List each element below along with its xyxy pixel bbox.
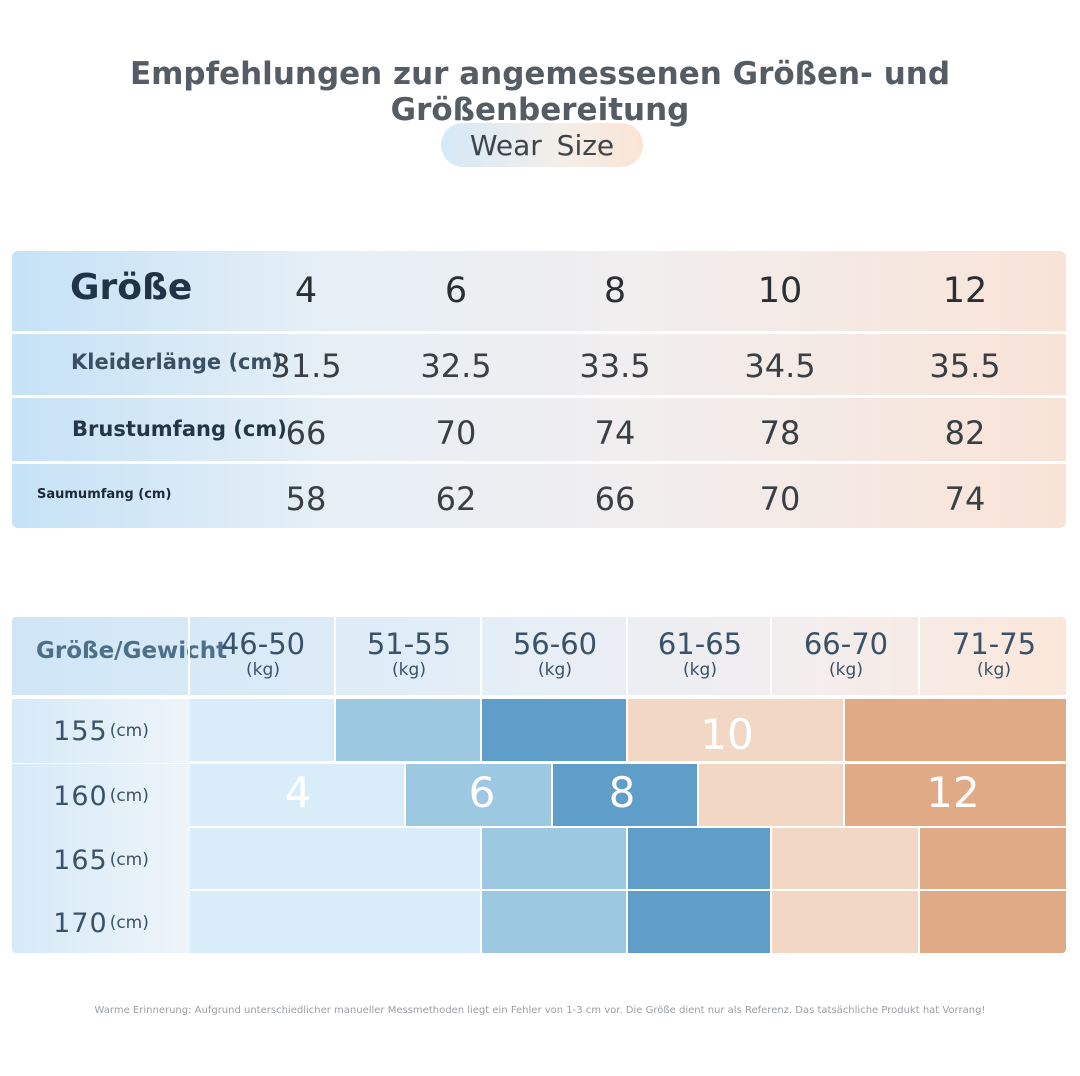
- height-value: 165: [53, 844, 108, 876]
- size-cell-6: [336, 699, 480, 761]
- size-cell-4: [190, 699, 334, 761]
- page-title: Empfehlungen zur angemessenen Größen- un…: [129, 56, 951, 128]
- size-header-label: Größe: [70, 267, 193, 308]
- height-value: 155: [53, 715, 108, 747]
- weight-column-header: 66-70 (kg): [770, 617, 920, 695]
- weight-unit: (kg): [392, 660, 426, 680]
- weight-column-header: 71-75 (kg): [918, 617, 1066, 695]
- size-cell-12: [845, 764, 1066, 826]
- weight-range: 71-75: [951, 627, 1037, 661]
- size-measurement-table: Größe 4 6 8 10 12 Kleiderlänge (cm) 31.5…: [12, 251, 1066, 528]
- height-unit: (cm): [109, 721, 149, 741]
- table-cell: 70: [759, 480, 801, 518]
- weight-column-header: 61-65 (kg): [626, 617, 772, 695]
- size-cell-6: [482, 828, 626, 889]
- height-value: 170: [53, 907, 108, 939]
- size-cell-12: [920, 891, 1066, 953]
- size-cell-10: [699, 764, 843, 826]
- size-label-6: 6: [468, 768, 496, 817]
- table-cell: 74: [594, 414, 636, 452]
- size-label-12: 12: [926, 768, 980, 817]
- size-cell-12: [920, 828, 1066, 889]
- row-divider: [12, 461, 1066, 464]
- weight-unit: (kg): [246, 660, 280, 680]
- height-label-170: 170 (cm): [12, 891, 190, 953]
- weight-column-header: 56-60 (kg): [480, 617, 628, 695]
- size-cell-6: [482, 891, 626, 953]
- size-cell-4: [190, 764, 404, 826]
- table-cell: 32.5: [420, 347, 492, 385]
- weight-range: 61-65: [657, 627, 743, 661]
- table-cell: 62: [435, 480, 477, 518]
- weight-range: 46-50: [220, 627, 306, 661]
- table-cell: 33.5: [579, 347, 651, 385]
- row-label-saumumfang: Saumumfang (cm): [37, 487, 172, 502]
- size-cell-8: [628, 891, 770, 953]
- weight-unit: (kg): [977, 660, 1011, 680]
- row-label-brustumfang: Brustumfang (cm): [72, 417, 287, 441]
- height-value: 160: [53, 780, 108, 812]
- height-unit: (cm): [109, 786, 149, 806]
- size-label-10: 10: [700, 710, 754, 759]
- size-cell-8: [482, 699, 626, 761]
- weight-column-header: 51-55 (kg): [334, 617, 482, 695]
- table-cell: 78: [759, 414, 801, 452]
- row-divider: [12, 331, 1066, 334]
- height-label-155: 155 (cm): [12, 699, 190, 763]
- size-cell-10: [628, 699, 843, 761]
- table-cell: 34.5: [744, 347, 816, 385]
- weight-range: 51-55: [366, 627, 452, 661]
- size-cell-4: [190, 828, 480, 889]
- size-cell-4: [190, 891, 480, 953]
- grid-header-label: Größe/Gewicht: [36, 638, 228, 664]
- disclaimer-note: Warme Erinnerung: Aufgrund unterschiedli…: [94, 1005, 986, 1016]
- weight-unit: (kg): [538, 660, 572, 680]
- table-cell: 66: [594, 480, 636, 518]
- table-cell: 35.5: [929, 347, 1001, 385]
- weight-range: 56-60: [512, 627, 598, 661]
- table-cell: 58: [285, 480, 327, 518]
- size-cell-12: [845, 699, 1066, 761]
- size-header-10: 10: [757, 271, 803, 311]
- weight-column-header: 46-50 (kg): [188, 617, 336, 695]
- table-cell: 66: [285, 414, 327, 452]
- weight-unit: (kg): [829, 660, 863, 680]
- height-unit: (cm): [109, 850, 149, 870]
- size-cell-6: [406, 764, 551, 826]
- wear-size-badge: Wear Size: [441, 123, 643, 167]
- table-cell: 82: [944, 414, 986, 452]
- row-divider: [12, 395, 1066, 398]
- size-header-6: 6: [444, 271, 468, 311]
- size-cell-10: [772, 891, 918, 953]
- height-weight-grid: Größe/Gewicht 46-50 (kg) 51-55 (kg) 56-6…: [12, 617, 1066, 953]
- size-label-4: 4: [284, 768, 312, 817]
- height-label-160: 160 (cm): [12, 764, 190, 828]
- size-header-8: 8: [603, 271, 627, 311]
- size-label-8: 8: [608, 768, 636, 817]
- height-unit: (cm): [109, 913, 149, 933]
- table-cell: 74: [944, 480, 986, 518]
- table-cell: 31.5: [270, 347, 342, 385]
- size-header-12: 12: [942, 271, 988, 311]
- size-cell-8: [553, 764, 697, 826]
- row-label-kleiderlaenge: Kleiderlänge (cm): [71, 350, 282, 374]
- size-cell-8: [628, 828, 770, 889]
- height-label-165: 165 (cm): [12, 828, 190, 892]
- table-cell: 70: [435, 414, 477, 452]
- size-cell-10: [772, 828, 918, 889]
- grid-header-background: [12, 617, 1066, 695]
- weight-unit: (kg): [683, 660, 717, 680]
- size-header-4: 4: [294, 271, 318, 311]
- weight-range: 66-70: [803, 627, 889, 661]
